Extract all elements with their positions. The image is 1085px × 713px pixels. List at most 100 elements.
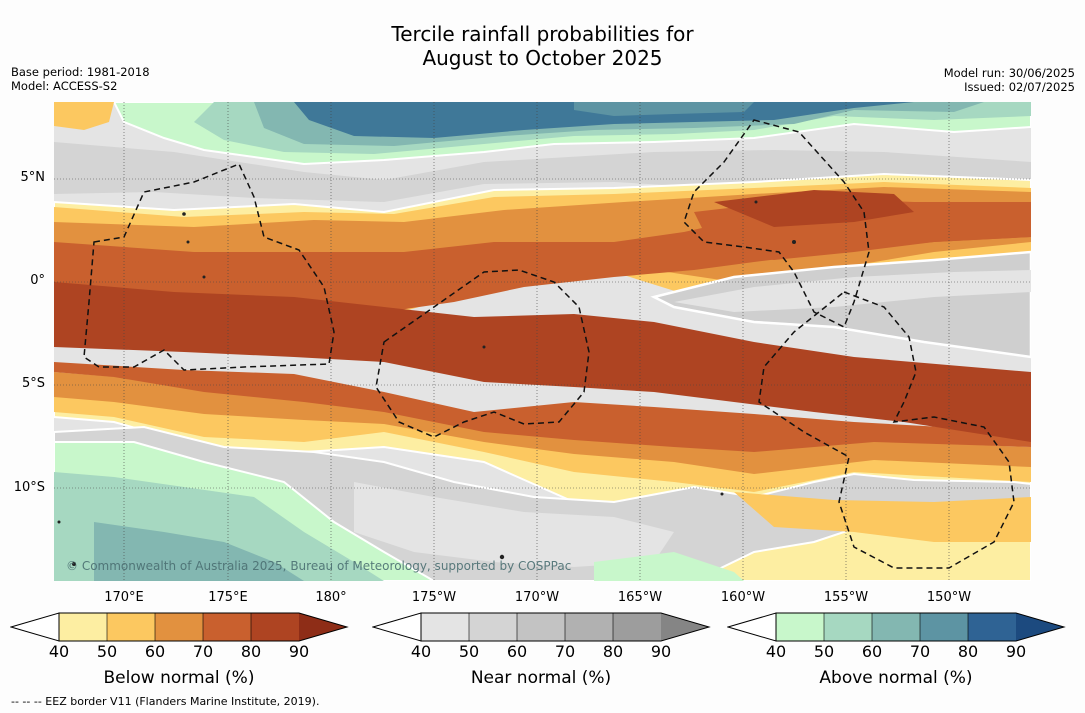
model-name: Model: ACCESS-S2 (11, 79, 118, 93)
region-blue-north-2 (574, 102, 754, 116)
colorbar-near-swatch-4 (565, 613, 613, 641)
tick-label: 80 (602, 642, 624, 661)
island-marker (202, 275, 206, 279)
colorbar-near-normal (372, 612, 711, 642)
lon-label-160w: 160°W (720, 590, 766, 605)
tick-label: 50 (96, 642, 118, 661)
region-dark-brown-band (54, 282, 1031, 442)
colorbar-near-title: Near normal (%) (470, 668, 612, 688)
lon-label-170w: 170°W (514, 590, 560, 605)
meta-left: Base period: 1981-2018 Model: ACCESS-S2 (11, 65, 150, 93)
colorbar-near-dividers (468, 613, 614, 641)
map-title: Tercile rainfall probabilities for Augus… (0, 22, 1085, 70)
island-marker (482, 345, 486, 349)
colorbar-above-swatch-5 (968, 613, 1016, 641)
island-marker (72, 562, 76, 566)
colorbar-below-swatch-2 (107, 613, 155, 641)
title-line-2: August to October 2025 (422, 46, 663, 70)
eez-kiribati-central (375, 269, 590, 438)
colorbar-near-max-arrow (661, 613, 709, 641)
lon-label-165w: 165°W (617, 590, 663, 605)
tick-label: 90 (1005, 642, 1027, 661)
tick-label: 40 (48, 642, 70, 661)
island-marker (720, 492, 724, 496)
region-blue-north (294, 102, 914, 138)
eez-cook-islands (758, 291, 1015, 569)
tick-label: 80 (957, 642, 979, 661)
colorbar-near-swatch-1 (421, 613, 469, 641)
colorbar-above-swatch-2 (824, 613, 872, 641)
colorbar-below-swatch-5 (251, 613, 299, 641)
lon-label-180: 180° (315, 590, 347, 605)
lat-label-5n: 5°N (20, 170, 46, 185)
colorbar-above-swatch-4 (920, 613, 968, 641)
lat-label-10s: 10°S (13, 480, 45, 495)
tick-label: 50 (458, 642, 480, 661)
colorbar-above-swatch-1 (776, 613, 824, 641)
region-teal-mid-south (94, 522, 304, 581)
lat-label-0: 0° (30, 273, 45, 288)
colorbar-near-min-arrow (372, 612, 422, 642)
copyright-notice: © Commonwealth of Australia 2025, Bureau… (66, 559, 572, 573)
colorbar-above-outline (775, 612, 1066, 642)
tick-label: 80 (240, 642, 262, 661)
tick-label: 90 (650, 642, 672, 661)
eez-kiribati-east (683, 119, 870, 329)
colorbar-below-swatch-1 (59, 613, 107, 641)
tick-label: 60 (861, 642, 883, 661)
region-yellow-corner-nw (54, 102, 114, 130)
region-grey-south-light (354, 482, 674, 567)
colorbar-below-swatch-4 (203, 613, 251, 641)
region-mint-se (594, 552, 744, 581)
region-yellow-se (734, 492, 1031, 542)
colorbar-below-max-arrow (299, 613, 347, 641)
base-period: Base period: 1981-2018 (11, 65, 150, 79)
tick-label: 70 (192, 642, 214, 661)
lat-label-5s: 5°S (21, 376, 45, 391)
colorbar-below-title: Below normal (%) (103, 668, 255, 688)
colorbar-above-min-arrow (727, 612, 777, 642)
model-run: Model run: 30/06/2025 (943, 66, 1075, 80)
colorbar-above-title: Above normal (%) (819, 668, 973, 688)
colorbar-below-normal (10, 612, 349, 642)
island-marker (792, 240, 796, 244)
graticule (54, 102, 1031, 581)
tick-label: 70 (909, 642, 931, 661)
island-marker (754, 200, 758, 204)
colorbar-above-swatch-3 (872, 613, 920, 641)
eez-footnote: -- -- -- EEZ border V11 (Flanders Marine… (11, 695, 320, 708)
rainfall-map: © Commonwealth of Australia 2025, Bureau… (54, 102, 1031, 581)
colorbar-near-outline (420, 612, 711, 642)
region-grey-east-light (674, 270, 1031, 312)
eez-borders (83, 119, 1015, 569)
tick-label: 60 (144, 642, 166, 661)
colorbar-above-max-arrow (1016, 613, 1064, 641)
tick-label: 90 (288, 642, 310, 661)
colorbar-above-normal (727, 612, 1066, 642)
map-svg (54, 102, 1031, 581)
colorbar-near-swatch-5 (613, 613, 661, 641)
meta-right: Model run: 30/06/2025 Issued: 02/07/2025 (944, 66, 1075, 94)
tick-label: 70 (554, 642, 576, 661)
lon-label-170e: 170°E (104, 590, 144, 605)
tick-label: 60 (506, 642, 528, 661)
colorbar-below-dividers (106, 613, 252, 641)
lon-label-175w: 175°W (411, 590, 457, 605)
island-marker (499, 554, 505, 560)
issued-date: Issued: 02/07/2025 (964, 80, 1075, 94)
lon-label-150w: 150°W (926, 590, 972, 605)
colorbar-below-min-arrow (10, 612, 60, 642)
title-line-1: Tercile rainfall probabilities for (391, 22, 694, 46)
lon-label-155w: 155°W (823, 590, 869, 605)
island-marker (57, 520, 61, 524)
island-marker (182, 212, 186, 216)
tick-label: 40 (765, 642, 787, 661)
colorbar-below-outline (58, 612, 349, 642)
colorbar-near-swatch-2 (469, 613, 517, 641)
eez-kiribati-west (83, 163, 335, 371)
tick-label: 40 (410, 642, 432, 661)
island-marker (186, 240, 190, 244)
colorbar-above-dividers (823, 613, 969, 641)
colorbar-below-swatch-3 (155, 613, 203, 641)
colorbar-near-swatch-3 (517, 613, 565, 641)
